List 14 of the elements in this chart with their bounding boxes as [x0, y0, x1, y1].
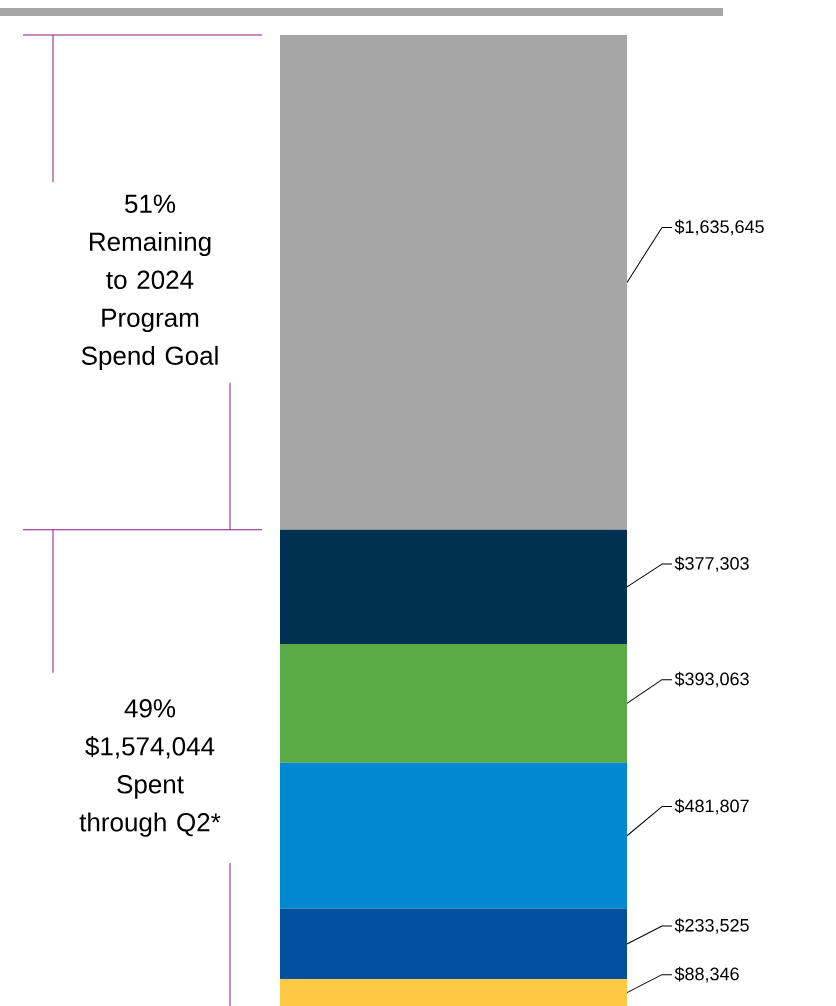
data-label: $377,303 — [674, 556, 749, 572]
data-label: $1,635,645 — [674, 219, 764, 236]
bar — [280, 643, 628, 763]
text: 49% $1,574,044 Spent through Q2* — [79, 699, 221, 837]
bar — [280, 979, 628, 1006]
bar — [280, 34, 628, 530]
data-label: $88,346 — [674, 966, 739, 983]
bar — [280, 908, 628, 980]
data-label: $393,063 — [674, 671, 749, 688]
bar — [280, 762, 628, 909]
bar — [280, 529, 628, 644]
data-label: $233,525 — [674, 918, 749, 934]
data-label: $481,807 — [674, 798, 749, 815]
text: 51% Remaining to 2024 Program Spend Goal — [81, 194, 218, 371]
